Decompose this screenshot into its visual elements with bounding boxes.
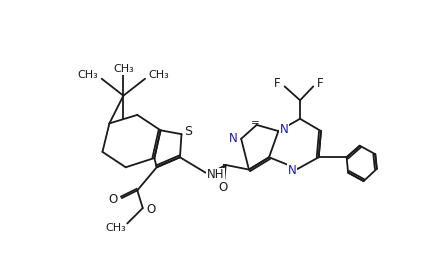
Text: F: F xyxy=(317,77,324,90)
Text: O: O xyxy=(218,181,227,194)
Text: CH₃: CH₃ xyxy=(148,70,169,80)
Text: =: = xyxy=(251,118,260,128)
Text: N: N xyxy=(280,123,289,136)
Text: CH₃: CH₃ xyxy=(113,64,134,75)
Text: S: S xyxy=(184,125,193,138)
Text: N: N xyxy=(229,132,237,145)
Text: NH: NH xyxy=(207,169,224,182)
Text: CH₃: CH₃ xyxy=(78,70,99,80)
Text: O: O xyxy=(109,193,118,206)
Text: O: O xyxy=(147,203,156,216)
Text: N: N xyxy=(287,164,296,177)
Text: F: F xyxy=(274,77,281,90)
Text: CH₃: CH₃ xyxy=(105,223,126,233)
